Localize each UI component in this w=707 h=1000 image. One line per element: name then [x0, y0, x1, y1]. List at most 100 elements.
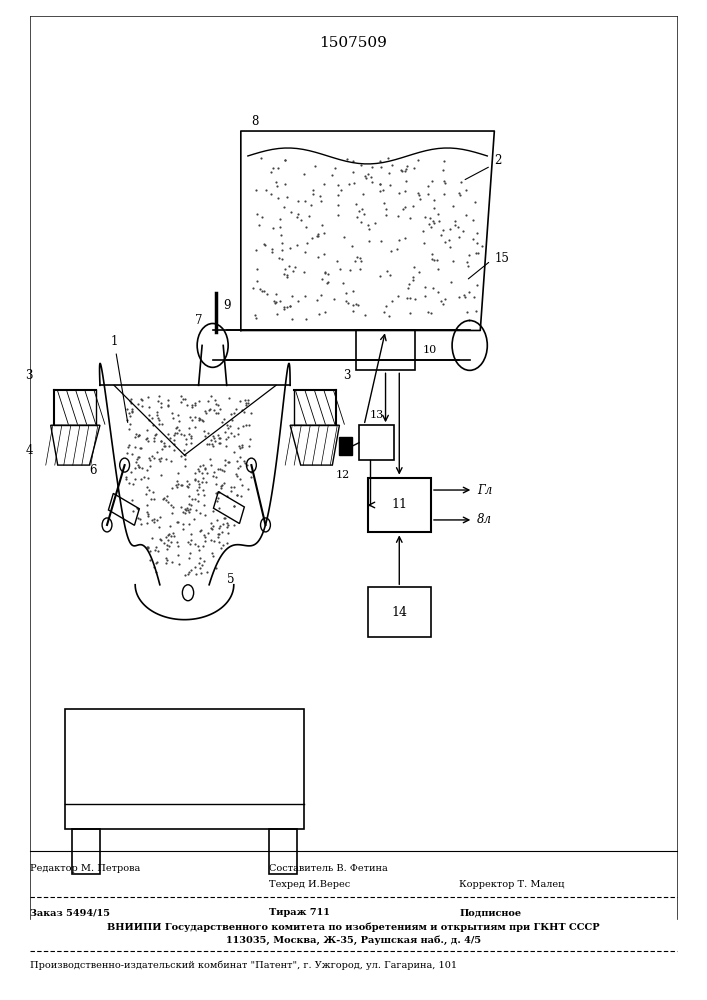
Text: 10: 10 [423, 345, 437, 355]
Point [165, 430, 176, 446]
Point [213, 490, 224, 506]
Point [313, 306, 325, 322]
Point [235, 393, 246, 409]
Point [209, 533, 220, 549]
Point [209, 402, 220, 418]
Point [148, 417, 159, 433]
Point [136, 391, 147, 407]
Point [375, 153, 386, 169]
Point [461, 254, 472, 270]
Point [422, 178, 433, 194]
Point [292, 206, 303, 222]
Point [122, 445, 133, 461]
Point [146, 448, 158, 464]
Point [206, 521, 218, 537]
Point [163, 438, 175, 454]
Point [452, 219, 464, 235]
Text: 15: 15 [494, 252, 509, 265]
Point [236, 439, 247, 455]
Point [271, 306, 282, 322]
Point [355, 157, 366, 173]
Point [352, 297, 363, 313]
Point [412, 152, 423, 168]
Point [122, 412, 133, 428]
Point [199, 507, 211, 523]
Point [134, 440, 146, 456]
Point [404, 290, 416, 306]
Point [208, 438, 219, 454]
Point [173, 476, 184, 492]
Point [337, 275, 349, 291]
Point [343, 176, 354, 192]
Point [208, 503, 219, 519]
Point [438, 186, 450, 202]
Point [160, 529, 172, 545]
Point [438, 173, 450, 189]
Bar [214, 492, 245, 524]
Point [142, 540, 153, 556]
Point [454, 187, 465, 203]
Point [162, 532, 173, 548]
Bar [339, 437, 352, 455]
Point [163, 494, 174, 510]
Point [182, 500, 193, 516]
Point [171, 479, 182, 495]
Point [155, 450, 166, 466]
Point [141, 479, 153, 495]
Point [243, 481, 254, 497]
Point [424, 210, 436, 226]
Point [307, 230, 318, 246]
Point [231, 487, 243, 503]
Point [183, 426, 194, 442]
Point [279, 301, 290, 317]
Point [286, 204, 297, 220]
Point [271, 178, 282, 194]
Point [459, 287, 470, 303]
Point [322, 266, 334, 282]
Point [238, 418, 249, 434]
Point [167, 410, 178, 426]
Point [147, 484, 158, 500]
Point [172, 425, 183, 441]
Point [423, 304, 434, 320]
Point [190, 559, 201, 575]
Point [469, 194, 481, 210]
Point [201, 465, 212, 481]
Point [213, 430, 224, 446]
Point [291, 209, 303, 225]
Point [134, 427, 145, 443]
Text: 8: 8 [252, 115, 259, 128]
Point [194, 458, 205, 474]
Point [245, 469, 257, 485]
Point [299, 193, 310, 209]
Point [160, 438, 171, 454]
Point [232, 460, 243, 476]
Point [399, 163, 411, 179]
Point [165, 453, 177, 469]
Point [351, 249, 363, 265]
Point [302, 235, 313, 251]
Point [207, 436, 218, 452]
Point [399, 183, 411, 199]
Point [220, 438, 231, 454]
Point [314, 188, 325, 204]
Point [185, 428, 197, 444]
Point [233, 426, 244, 442]
Bar [368, 587, 431, 637]
Point [168, 528, 180, 544]
Point [206, 532, 217, 548]
Point [369, 215, 380, 231]
Point [163, 397, 174, 413]
Point [131, 454, 142, 470]
Point [210, 560, 221, 576]
Point [124, 405, 135, 421]
Point [413, 264, 424, 280]
Point [127, 446, 138, 462]
Point [148, 450, 160, 466]
Point [409, 291, 421, 307]
Point [212, 526, 223, 542]
Text: Корректор Т. Малец: Корректор Т. Малец [459, 880, 564, 889]
Point [397, 163, 408, 179]
Point [189, 419, 201, 435]
Point [216, 477, 228, 493]
